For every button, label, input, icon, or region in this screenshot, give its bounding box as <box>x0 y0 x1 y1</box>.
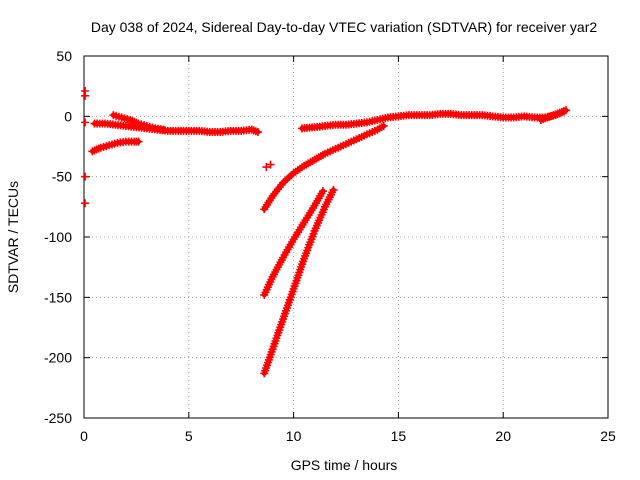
y-tick-label: -250 <box>44 410 72 426</box>
y-tick-label: 50 <box>56 48 72 64</box>
data-point <box>262 163 271 172</box>
grid-lines <box>84 56 608 418</box>
data-point <box>81 91 90 100</box>
y-tick-label: -50 <box>52 169 72 185</box>
x-tick-label: 25 <box>600 428 616 444</box>
data-point <box>318 187 327 196</box>
x-tick-label: 20 <box>495 428 511 444</box>
y-tick-label: -100 <box>44 229 72 245</box>
data-point <box>159 125 168 134</box>
data-point <box>81 118 90 127</box>
data-point <box>81 172 90 181</box>
x-tick-label: 10 <box>286 428 302 444</box>
data-point <box>253 128 262 137</box>
data-point <box>266 160 275 169</box>
data-point <box>81 199 90 208</box>
y-tick-label: -200 <box>44 350 72 366</box>
y-tick-label: 0 <box>64 108 72 124</box>
data-point <box>562 106 571 115</box>
data-point <box>379 121 388 130</box>
x-tick-label: 15 <box>391 428 407 444</box>
y-axis-label: SDTVAR / TECUs <box>5 181 21 293</box>
data-point <box>134 137 143 146</box>
axis-ticks: 0 5 10 15 20 25 -250 -200 -150 -100 -50 0 50 <box>44 48 616 444</box>
plot-frame <box>83 55 609 419</box>
y-tick-label: -150 <box>44 289 72 305</box>
x-axis-label: GPS time / hours <box>291 457 398 473</box>
x-tick-label: 0 <box>80 428 88 444</box>
chart-title: Day 038 of 2024, Sidereal Day-to-day VTE… <box>91 19 597 35</box>
x-tick-label: 5 <box>185 428 193 444</box>
data-series <box>81 86 571 378</box>
data-point <box>329 185 338 194</box>
